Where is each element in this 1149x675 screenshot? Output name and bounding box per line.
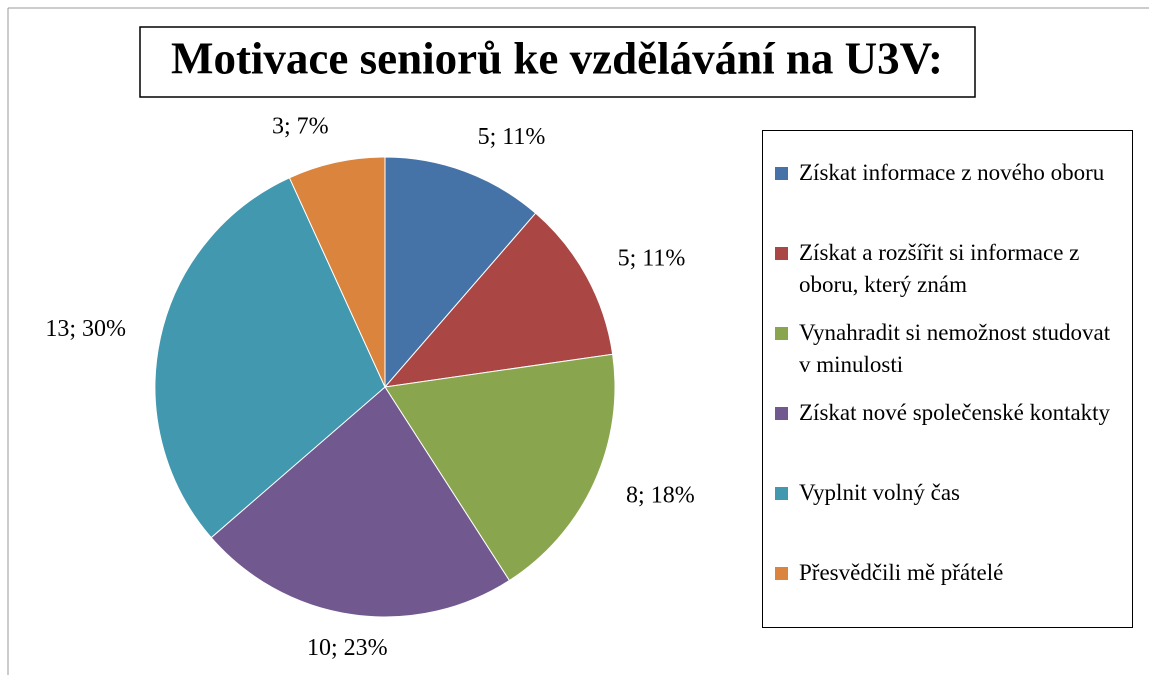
data-label: 5; 11%: [618, 245, 686, 271]
legend-swatch: [775, 487, 788, 500]
legend-swatch: [775, 247, 788, 260]
data-label: 10; 23%: [307, 635, 388, 661]
legend-item: Přesvědčili mě přátelé: [775, 557, 1122, 637]
data-label: 13; 30%: [45, 316, 126, 342]
data-label: 5; 11%: [478, 124, 546, 150]
legend-item: Vyplnit volný čas: [775, 477, 1122, 557]
chart-title: Motivace seniorů ke vzdělávání na U3V:: [171, 33, 943, 83]
legend-label: Vyplnit volný čas: [799, 480, 960, 505]
title-box: [139, 26, 976, 98]
legend-item: Získat informace z nového oboru: [775, 157, 1122, 237]
legend: Získat informace z nového oboru Získat a …: [762, 130, 1133, 628]
legend-label: Přesvědčili mě přátelé: [799, 560, 1004, 585]
legend-swatch: [775, 407, 788, 420]
legend-swatch: [775, 567, 788, 580]
pie-slice: [384, 353, 616, 582]
legend-item: Vynahradit si nemožnost studovat v minul…: [775, 317, 1122, 397]
legend-swatch: [775, 167, 788, 180]
pie-slice: [154, 177, 386, 539]
pie-slice: [384, 156, 537, 389]
legend-label: Vynahradit si nemožnost studovat v minul…: [799, 320, 1111, 377]
data-label: 3; 7%: [272, 114, 329, 140]
legend-label: Získat informace z nového oboru: [799, 160, 1105, 185]
pie-slice: [210, 386, 511, 618]
legend-swatch: [775, 327, 788, 340]
legend-item: Získat a rozšířit si informace z oboru, …: [775, 237, 1122, 317]
pie-slice: [383, 212, 614, 388]
pie-slice: [288, 156, 386, 388]
legend-label: Získat nové společenské kontakty: [799, 400, 1111, 425]
legend-label: Získat a rozšířit si informace z oboru, …: [799, 240, 1080, 297]
legend-item: Získat nové společenské kontakty: [775, 397, 1122, 477]
data-label: 8; 18%: [626, 483, 695, 509]
